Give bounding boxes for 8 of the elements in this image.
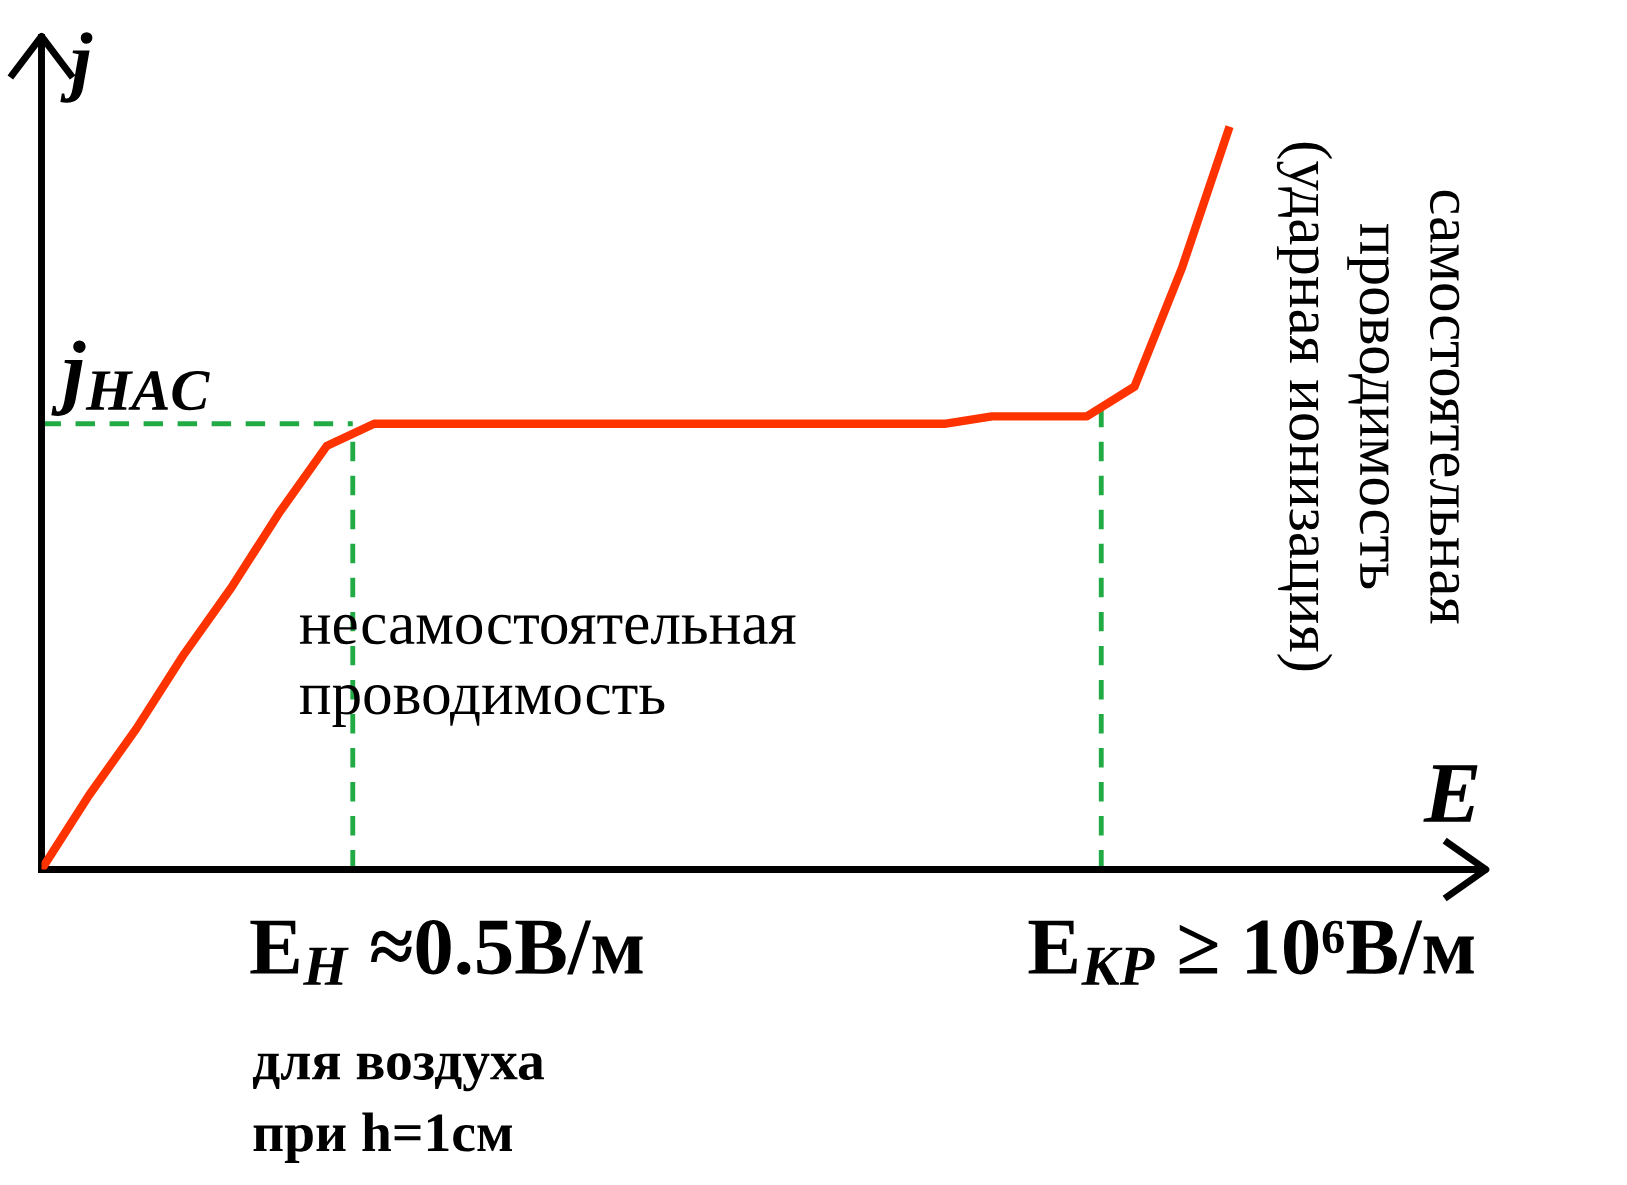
y-axis-title: j <box>60 32 93 103</box>
annotation: самостоятельная проводимость (ударная ионизация) <box>1276 142 1460 671</box>
annotation: несамостоятельная проводимость <box>299 614 796 727</box>
text: E$_{КР}$ ≥ 10⁶В/м <box>1028 920 1474 985</box>
x-axis-title: E <box>1423 765 1478 822</box>
ref-line-label: j$_{НАС}$ <box>51 340 210 416</box>
text: для воздуха при h=1см <box>252 1053 544 1163</box>
text: E$_{Н}$ ≈0.5В/м <box>250 920 643 985</box>
